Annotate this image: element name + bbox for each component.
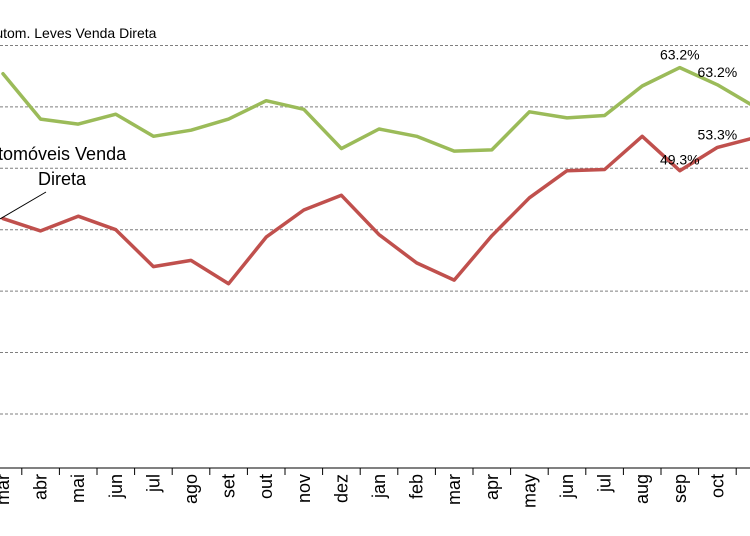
x-tick-label-7: out — [256, 474, 276, 499]
x-axis-ticks — [21, 468, 737, 475]
data-label-1: 63.2% — [698, 64, 738, 80]
x-tick-label-13: apr — [482, 474, 502, 500]
series-label-autom-leves: Autom. Leves Venda Direta — [0, 25, 157, 41]
data-label-2: 49.3% — [660, 152, 700, 168]
x-tick-label-12: mar — [444, 474, 464, 505]
x-tick-label-17: aug — [632, 474, 652, 504]
x-tick-label-3: jun — [106, 474, 126, 499]
x-tick-label-4: jul — [143, 474, 163, 493]
x-tick-label-1: abr — [31, 474, 51, 500]
x-tick-label-18: sep — [670, 474, 690, 503]
series-line-1 — [1, 134, 750, 286]
x-tick-label-0: mar — [0, 474, 13, 505]
x-tick-label-14: may — [519, 474, 539, 508]
x-tick-label-15: jun — [557, 474, 577, 499]
data-label-0: 63.2% — [660, 47, 700, 63]
series-label-automoveis-line2: Direta — [38, 169, 87, 189]
data-label-3: 53.3% — [698, 126, 738, 142]
series-line-0 — [1, 65, 750, 153]
x-tick-label-8: nov — [294, 474, 314, 503]
series-lines — [1, 65, 750, 286]
x-tick-label-2: mai — [68, 474, 88, 503]
x-tick-label-19: oct — [707, 474, 727, 498]
x-tick-label-11: feb — [407, 474, 427, 499]
gridlines — [0, 44, 750, 415]
x-axis-tick-labels: mar abr mai jun jul ago set out nov dez jan feb mar a… — [0, 474, 750, 508]
x-tick-label-20: nov — [745, 474, 750, 503]
x-tick-label-9: dez — [331, 474, 351, 503]
x-tick-label-10: jan — [369, 474, 389, 499]
x-tick-label-5: ago — [181, 474, 201, 504]
data-labels: 63.2%63.2% 49.3% 53.3% — [660, 47, 737, 168]
series-label-leader-line — [0, 191, 47, 220]
x-tick-label-6: set — [219, 474, 239, 498]
x-tick-label-16: jul — [595, 474, 615, 493]
series-label-automoveis-line1: Automóveis Venda — [0, 144, 127, 164]
